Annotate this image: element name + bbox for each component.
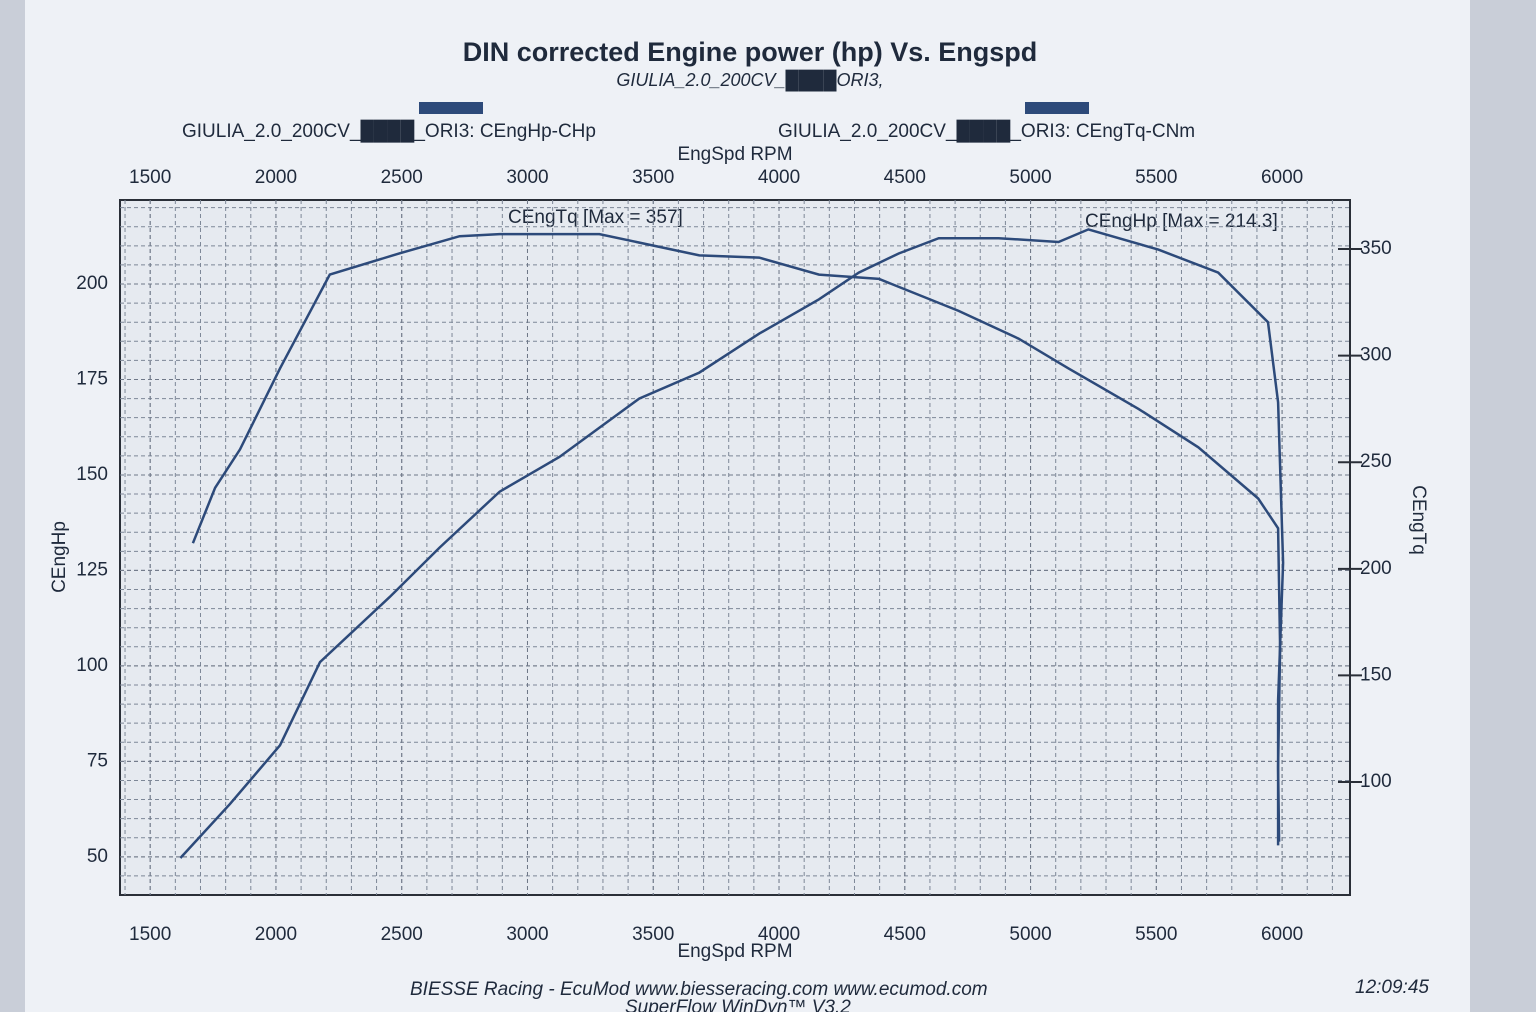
- y2-tick-label: 350: [1360, 238, 1392, 259]
- x-tick-label: 6000: [1261, 924, 1303, 945]
- x-tick-label-top: 4000: [758, 167, 800, 188]
- x-tick-label: 4000: [758, 924, 800, 945]
- x-tick-label-top: 4500: [884, 167, 926, 188]
- footer-2: SuperFlow WinDyn™ V3.2: [625, 997, 851, 1012]
- y-tick-label: 200: [76, 273, 108, 294]
- legend-label: GIULIA_2.0_200CV_████_ORI3: CEngHp-CHp: [182, 119, 596, 143]
- y2-tick-label: 150: [1360, 664, 1392, 685]
- x-tick-label-top: 5500: [1135, 167, 1177, 188]
- footer: BIESSE Racing - EcuMod www.biesseracing.…: [410, 979, 988, 1000]
- x-tick-label: 1500: [129, 924, 171, 945]
- annotation: CEngTq [Max = 357]: [508, 207, 683, 228]
- plot-area: [119, 199, 1351, 896]
- legend-label: GIULIA_2.0_200CV_████_ORI3: CEngTq-CNm: [778, 119, 1195, 143]
- x-tick-label-top: 3000: [506, 167, 548, 188]
- y2-tick-label: 100: [1360, 771, 1392, 792]
- x-tick-label-top: 5000: [1009, 167, 1051, 188]
- y2-tick-label: 300: [1360, 345, 1392, 366]
- x-tick-label: 2000: [255, 924, 297, 945]
- y-tick-label: 50: [87, 846, 108, 867]
- y-tick-label: 75: [87, 750, 108, 771]
- x-axis-title: EngSpd RPM: [677, 941, 792, 962]
- y2-axis-title: CEngTq: [1408, 485, 1429, 555]
- x-tick-label: 2500: [381, 924, 423, 945]
- x-tick-label: 5000: [1009, 924, 1051, 945]
- y2-tick-label: 250: [1360, 451, 1392, 472]
- x-tick-label-top: 2500: [381, 167, 423, 188]
- x-tick-label: 3500: [632, 924, 674, 945]
- x-tick-label: 3000: [506, 924, 548, 945]
- time: 12:09:45: [1355, 977, 1429, 998]
- x-tick-label: 4500: [884, 924, 926, 945]
- series-line: [191, 232, 1282, 842]
- x-tick-label-top: 2000: [255, 167, 297, 188]
- chart-title: DIN corrected Engine power (hp) Vs. Engs…: [463, 37, 1038, 67]
- x-tick-label-top: 1500: [129, 167, 171, 188]
- x-axis-title-top: EngSpd RPM: [677, 144, 792, 165]
- x-tick-label-top: 6000: [1261, 167, 1303, 188]
- y-tick-label: 175: [76, 368, 108, 389]
- x-tick-label-top: 3500: [632, 167, 674, 188]
- y2-tick-label: 200: [1360, 558, 1392, 579]
- chart-subtitle: GIULIA_2.0_200CV_████ORI3,: [616, 69, 883, 92]
- legend-swatch: [419, 102, 483, 114]
- y-tick-label: 125: [76, 559, 108, 580]
- y-axis-title: CEngHp: [49, 521, 70, 593]
- series-line: [179, 228, 1285, 859]
- legend-swatch: [1025, 102, 1089, 114]
- y-tick-label: 100: [76, 655, 108, 676]
- y-tick-label: 150: [76, 464, 108, 485]
- x-tick-label: 5500: [1135, 924, 1177, 945]
